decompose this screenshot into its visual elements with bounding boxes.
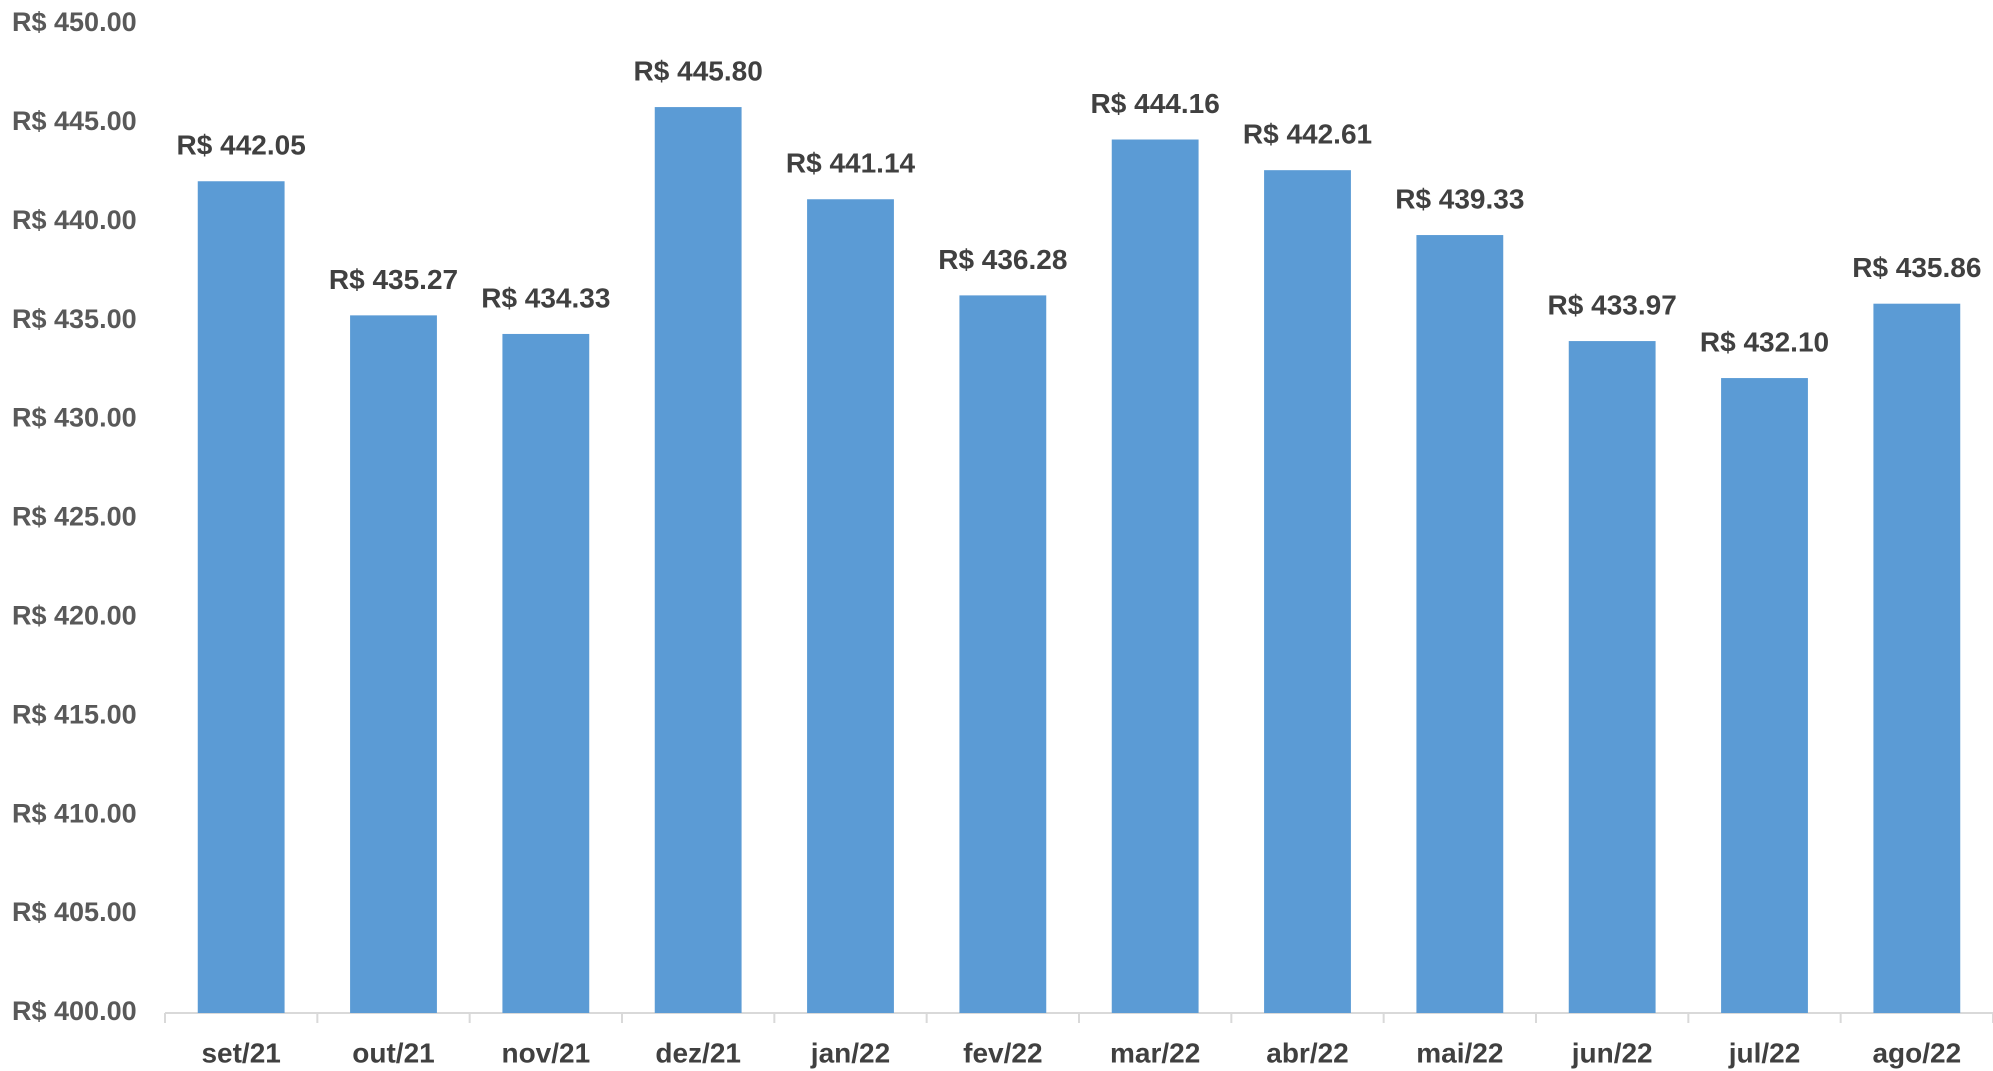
y-tick-label: R$ 450.00: [12, 7, 137, 37]
bar: [1111, 139, 1199, 1013]
data-label: R$ 434.33: [481, 282, 610, 313]
y-tick-label: R$ 445.00: [12, 106, 137, 136]
x-tick-label: mai/22: [1416, 1037, 1503, 1068]
y-tick-label: R$ 410.00: [12, 798, 137, 828]
data-label: R$ 439.33: [1395, 183, 1524, 214]
y-tick-label: R$ 400.00: [12, 996, 137, 1026]
x-tick-label: nov/21: [501, 1037, 590, 1068]
data-label: R$ 442.61: [1243, 119, 1372, 150]
y-tick-label: R$ 430.00: [12, 403, 137, 433]
bar: [1568, 341, 1656, 1014]
data-label: R$ 441.14: [786, 148, 916, 179]
x-tick-label: dez/21: [655, 1037, 741, 1068]
x-tick-label: out/21: [352, 1037, 434, 1068]
data-label: R$ 444.16: [1091, 88, 1220, 119]
y-tick-label: R$ 425.00: [12, 502, 137, 532]
bar: [1264, 170, 1351, 1013]
data-label: R$ 432.10: [1700, 326, 1829, 357]
x-tick-label: fev/22: [963, 1037, 1042, 1068]
bar: [502, 333, 590, 1013]
y-tick-label: R$ 405.00: [12, 897, 137, 927]
x-tick-label: ago/22: [1872, 1037, 1961, 1068]
y-tick-label: R$ 440.00: [12, 205, 137, 235]
x-tick-label: set/21: [201, 1037, 280, 1068]
data-label: R$ 442.05: [177, 130, 306, 161]
x-tick-label: abr/22: [1266, 1037, 1349, 1068]
x-tick-label: jul/22: [1728, 1037, 1801, 1068]
bar: [1873, 303, 1961, 1013]
data-label: R$ 445.80: [634, 55, 763, 86]
bar: [1416, 235, 1504, 1013]
data-label: R$ 433.97: [1548, 289, 1677, 320]
y-tick-label: R$ 435.00: [12, 304, 137, 334]
bar: [1721, 378, 1808, 1013]
x-tick-label: jun/22: [1571, 1037, 1653, 1068]
x-tick-label: jan/22: [810, 1037, 890, 1068]
bar: [654, 107, 742, 1014]
bar: [959, 295, 1047, 1013]
y-tick-label: R$ 415.00: [12, 699, 137, 729]
x-tick-label: mar/22: [1110, 1037, 1200, 1068]
data-label: R$ 435.86: [1852, 252, 1981, 283]
data-label: R$ 435.27: [329, 264, 458, 295]
bar: [350, 315, 437, 1014]
data-label: R$ 436.28: [938, 244, 1067, 275]
bar: [807, 199, 894, 1013]
bar: [197, 181, 285, 1014]
y-tick-label: R$ 420.00: [12, 601, 137, 631]
